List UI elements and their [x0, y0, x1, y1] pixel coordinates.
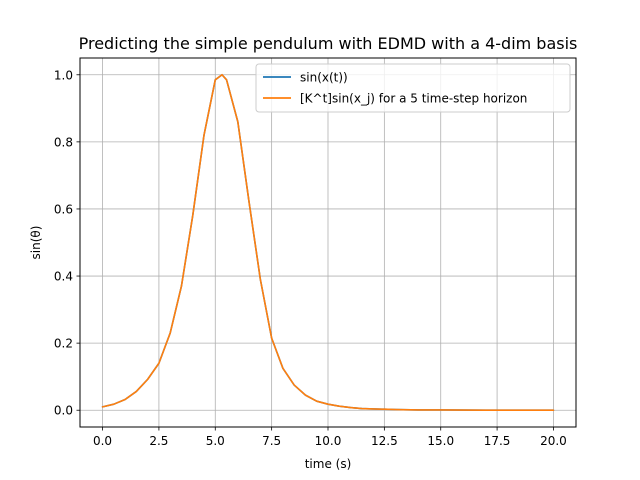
legend-box — [255, 63, 571, 113]
ticks: 0.0 2.5 5.0 7.5 10.0 12.5 15.0 17.5 20.0 0.0 0.2 0.… — [54, 68, 567, 448]
x-tick-label: 2.5 — [149, 434, 168, 448]
x-tick-label: 5.0 — [206, 434, 225, 448]
y-tick-label: 0.8 — [54, 135, 73, 149]
chart-title: Predicting the simple pendulum with EDMD… — [79, 34, 578, 53]
legend-label-1: sin(x(t)) — [300, 71, 348, 85]
y-tick-label: 1.0 — [54, 68, 73, 82]
legend: sin(x(t)) [K^t]sin(x_j) for a 5 time-step… — [255, 63, 571, 113]
x-tick-label: 17.5 — [484, 434, 511, 448]
x-tick-label: 15.0 — [427, 434, 454, 448]
y-tick-label: 0.2 — [54, 337, 73, 351]
series-line-2 — [101, 73, 555, 412]
y-axis-label: sin(θ) — [29, 226, 43, 260]
y-tick-label: 0.0 — [54, 404, 73, 418]
series-layer — [101, 73, 555, 412]
x-tick-label: 10.0 — [315, 434, 342, 448]
x-tick-label: 7.5 — [262, 434, 281, 448]
legend-label-2: [K^t]sin(x_j) for a 5 time-step horizon — [300, 92, 527, 106]
y-tick-label: 0.6 — [54, 202, 73, 216]
x-tick-label: 0.0 — [93, 434, 112, 448]
x-tick-label: 12.5 — [371, 434, 398, 448]
y-tick-label: 0.4 — [54, 270, 73, 284]
x-tick-label: 20.0 — [540, 434, 567, 448]
x-axis-label: time (s) — [305, 457, 352, 471]
